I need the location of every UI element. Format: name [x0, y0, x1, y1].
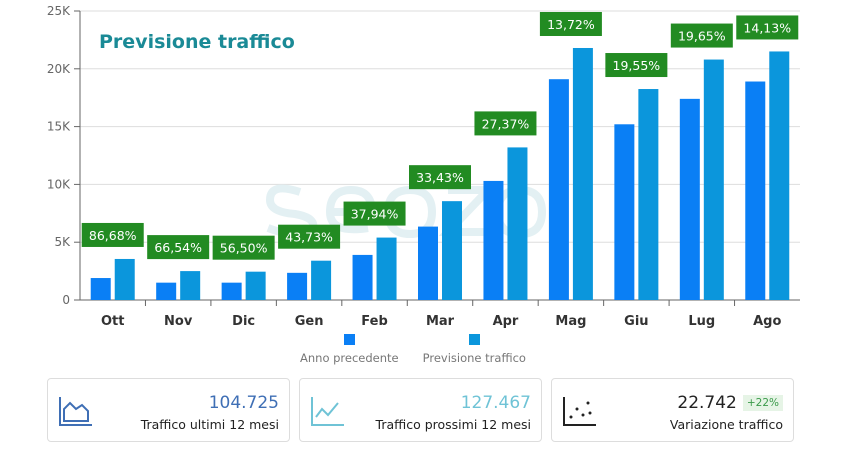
x-tick-label: Dic: [232, 314, 255, 329]
area-chart-icon: [59, 397, 92, 426]
legend-swatch: [468, 334, 480, 345]
bar-lug-forecast: [703, 59, 724, 300]
annotation-label: 19,55%: [613, 58, 661, 73]
x-tick-label: Lug: [688, 314, 715, 329]
bar-mar-previous: [418, 226, 438, 300]
bar-chart: 0 5K 10K 15K 20K 25K Previsione traffico Ott 86,…: [47, 4, 800, 329]
annotation-label: 56,50%: [220, 241, 268, 256]
x-tick-label: Mag: [555, 314, 586, 329]
bar-mar-forecast: [442, 201, 462, 300]
y-tick-label: 0: [62, 293, 70, 307]
bar-ott-previous: [90, 278, 111, 300]
bar-giu-previous: [614, 124, 635, 301]
card-value: 22.742: [677, 393, 737, 413]
annotation-label: 14,13%: [743, 20, 791, 35]
annotation-label: 43,73%: [285, 230, 333, 245]
change-badge: +22%: [742, 395, 783, 411]
x-tick-label: Ott: [101, 314, 124, 329]
card-value: 127.467: [460, 393, 531, 413]
annotation-box: [474, 111, 537, 136]
x-tick-label: Mar: [426, 314, 455, 329]
x-tick-label: Apr: [493, 314, 519, 329]
bar-feb-previous: [352, 254, 373, 300]
card-label: Traffico ultimi 12 mesi: [140, 417, 279, 432]
legend-label: Previsione traffico: [422, 351, 526, 365]
card-label: Variazione traffico: [669, 417, 783, 432]
bar-nov-forecast: [180, 271, 201, 300]
x-tick-label: Ago: [753, 314, 781, 329]
bar-ago-previous: [745, 81, 766, 301]
annotation-box: [605, 53, 668, 78]
annotation-label: 27,37%: [482, 116, 530, 131]
annotation-box: [670, 23, 733, 48]
x-tick-label: Gen: [295, 314, 324, 329]
annotation-label: 66,54%: [154, 240, 202, 255]
line-chart-icon: [311, 397, 344, 426]
annotation-box: [278, 224, 341, 249]
card-traffic-next-12-months: 127.467 Traffico prossimi 12 mesi: [299, 378, 542, 442]
annotation-label: 37,94%: [351, 207, 399, 222]
annotation-box: [343, 201, 406, 226]
annotation-label: 33,43%: [416, 170, 464, 185]
annotation-box: [147, 235, 210, 260]
watermark-logo: [265, 184, 547, 239]
annotation-box: [81, 222, 144, 247]
bar-ago-forecast: [769, 51, 790, 301]
annotation-label: 86,68%: [89, 228, 137, 243]
x-tick-label: Giu: [624, 314, 648, 329]
card-traffic-variation: 22.742 +22% Variazione traffico: [551, 378, 794, 442]
scatter-chart-icon: [563, 397, 596, 426]
bar-gen-previous: [287, 272, 308, 300]
annotation-box: [539, 11, 602, 36]
bar-mag-previous: [548, 79, 569, 300]
legend-label: Anno precedente: [300, 351, 399, 365]
legend-item-previous-year[interactable]: Anno precedente: [300, 334, 399, 365]
bar-mag-forecast: [572, 47, 593, 300]
annotation-box: [409, 165, 471, 190]
bar-giu-forecast: [638, 89, 659, 300]
bar-gen-forecast: [311, 260, 332, 300]
bar-apr-previous: [483, 180, 504, 300]
legend-item-forecast[interactable]: Previsione traffico: [423, 334, 526, 365]
x-tick-label: Nov: [164, 314, 193, 329]
bar-lug-previous: [679, 98, 700, 300]
card-label: Traffico prossimi 12 mesi: [375, 417, 531, 432]
x-tick-label: Feb: [361, 314, 387, 329]
y-tick-label: 25K: [47, 4, 71, 18]
card-value: 104.725: [208, 393, 279, 413]
bar-nov-previous: [156, 282, 177, 300]
y-tick-label: 5K: [54, 235, 71, 249]
annotation-box: [736, 15, 799, 40]
y-tick-label: 15K: [47, 120, 71, 134]
y-tick-label: 20K: [47, 62, 71, 76]
bar-dic-previous: [221, 282, 242, 300]
bar-ott-forecast: [114, 258, 135, 300]
bar-apr-forecast: [507, 147, 528, 300]
legend: Anno precedente Previsione traffico: [300, 334, 526, 365]
chart-title: Previsione traffico: [99, 31, 295, 53]
bar-feb-forecast: [376, 237, 397, 300]
annotation-label: 13,72%: [547, 17, 595, 32]
bar-dic-forecast: [245, 271, 266, 300]
annotation-box: [212, 235, 275, 260]
legend-swatch: [343, 334, 355, 345]
annotation-label: 19,65%: [678, 29, 726, 44]
card-traffic-last-12-months: 104.725 Traffico ultimi 12 mesi: [47, 378, 290, 442]
y-tick-label: 10K: [47, 177, 71, 191]
